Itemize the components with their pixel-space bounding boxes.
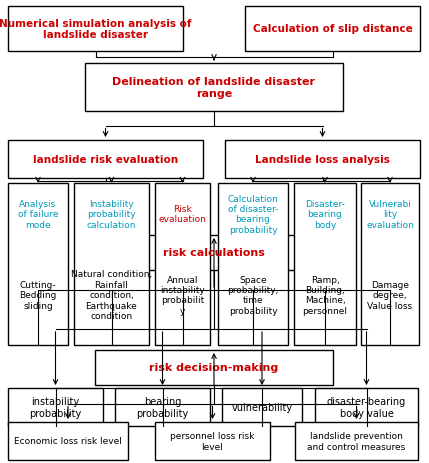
Text: risk calculations: risk calculations	[163, 248, 265, 258]
Bar	[294, 184, 356, 345]
Bar	[295, 422, 418, 460]
Bar	[8, 388, 103, 426]
Text: Calculation of slip distance: Calculation of slip distance	[253, 25, 412, 34]
Bar	[361, 184, 419, 345]
Text: bearing
probability: bearing probability	[136, 396, 189, 418]
Text: Economic loss risk level: Economic loss risk level	[14, 437, 122, 445]
Text: Analysis
of failure
mode: Analysis of failure mode	[18, 200, 58, 229]
Text: landslide risk evaluation: landslide risk evaluation	[33, 155, 178, 165]
Text: disaster-bearing
body value: disaster-bearing body value	[327, 396, 406, 418]
Text: Natural condition,
Rainfall
condition,
Earthquake
condition: Natural condition, Rainfall condition, E…	[71, 270, 152, 320]
Bar	[245, 7, 420, 52]
Bar	[8, 7, 183, 52]
Text: Space
probability,
time
probability: Space probability, time probability	[227, 275, 279, 315]
Bar	[225, 141, 420, 179]
Text: Landslide loss analysis: Landslide loss analysis	[255, 155, 390, 165]
Bar	[155, 422, 270, 460]
Text: instability
probability: instability probability	[29, 396, 82, 418]
Bar	[8, 184, 68, 345]
Bar	[85, 64, 343, 112]
Text: Cutting-
Bedding
sliding: Cutting- Bedding sliding	[19, 280, 57, 310]
Text: Delineation of landslide disaster
range: Delineation of landslide disaster range	[112, 77, 315, 99]
Bar	[95, 350, 333, 385]
Text: landslide prevention
and control measures: landslide prevention and control measure…	[307, 432, 406, 450]
Bar	[8, 422, 128, 460]
Text: Disaster-
bearing
body: Disaster- bearing body	[305, 200, 345, 229]
Text: Instability
probability
calculation: Instability probability calculation	[87, 200, 136, 229]
Bar	[115, 388, 210, 426]
Bar	[155, 184, 210, 345]
Bar	[95, 236, 333, 270]
Text: Vulnerabi
lity
evaluation: Vulnerabi lity evaluation	[366, 200, 414, 229]
Text: Numerical simulation analysis of
landslide disaster: Numerical simulation analysis of landsli…	[0, 19, 192, 40]
Text: Ramp,
Building,
Machine,
personnel: Ramp, Building, Machine, personnel	[302, 275, 347, 315]
Bar	[315, 388, 418, 426]
Text: Risk
evaluation: Risk evaluation	[159, 205, 206, 224]
Bar	[8, 141, 203, 179]
Text: Annual
instability
probabilit
y: Annual instability probabilit y	[160, 275, 205, 315]
Text: personnel loss risk
level: personnel loss risk level	[170, 432, 255, 450]
Text: Calculation
of disaster-
bearing
probability: Calculation of disaster- bearing probabi…	[228, 194, 278, 234]
Text: risk decision-making: risk decision-making	[149, 363, 278, 373]
Text: Damage
degree,
Value loss: Damage degree, Value loss	[367, 280, 413, 310]
Bar	[74, 184, 149, 345]
Bar	[222, 388, 302, 426]
Text: vulnerability: vulnerability	[231, 402, 293, 412]
Bar	[218, 184, 288, 345]
